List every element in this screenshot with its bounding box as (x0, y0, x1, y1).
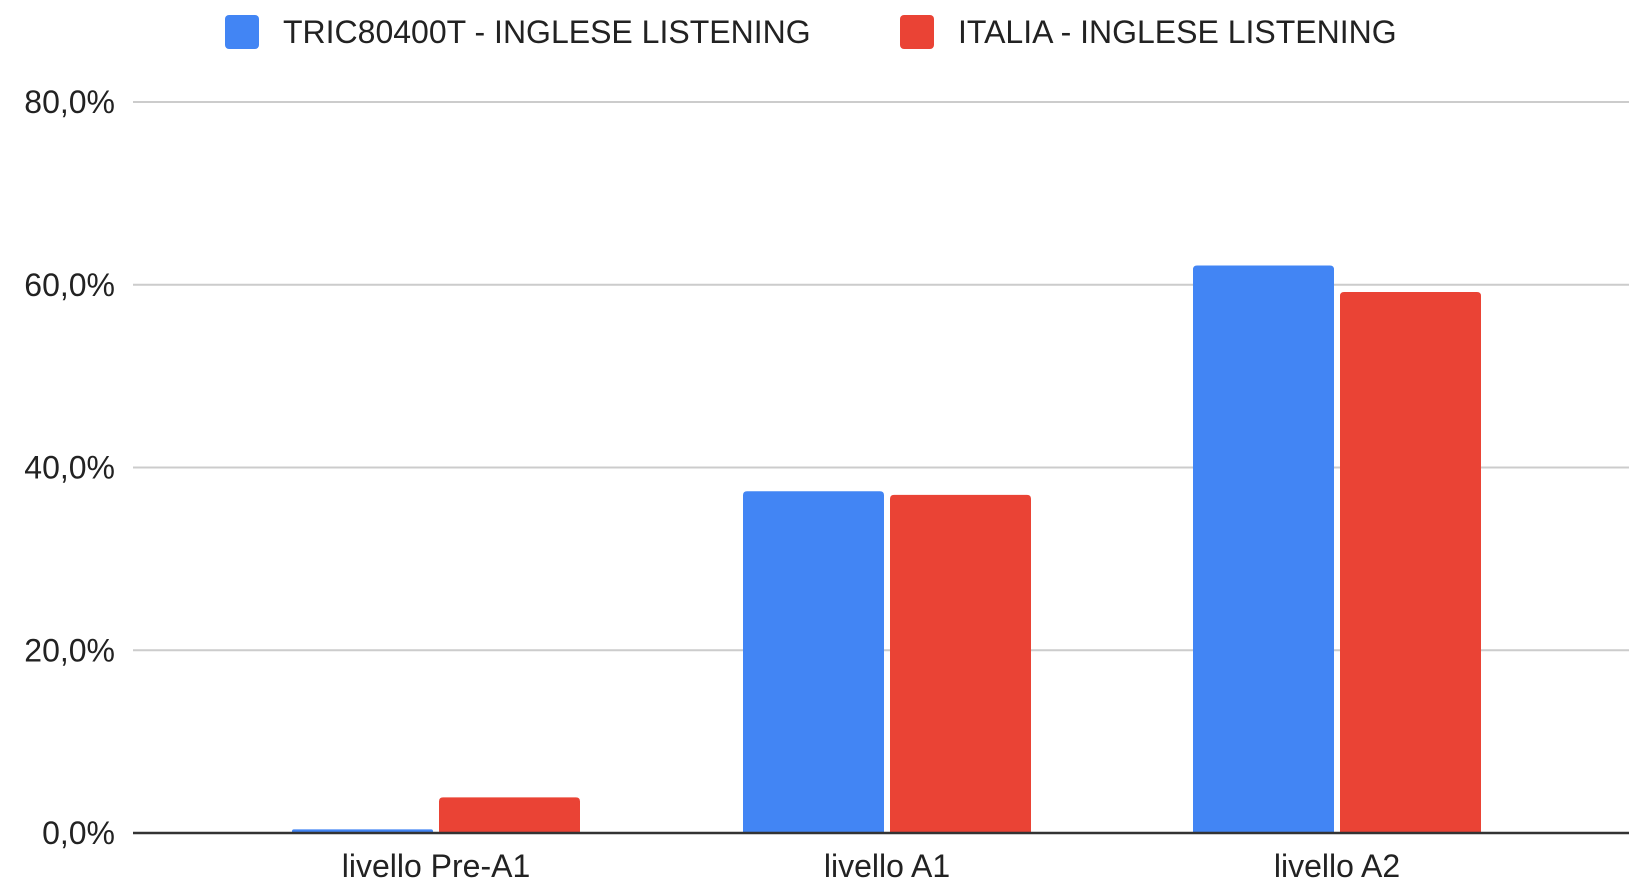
y-tick-label: 60,0% (24, 267, 115, 303)
bar-tric80400t-1 (743, 491, 884, 833)
legend: TRIC80400T - INGLESE LISTENING ITALIA - … (225, 14, 1397, 50)
legend-swatch-italia (900, 15, 934, 49)
bar-tric80400t-2 (1193, 265, 1334, 833)
bars (133, 265, 1629, 835)
legend-label-italia: ITALIA - INGLESE LISTENING (958, 14, 1397, 50)
y-tick-label: 20,0% (24, 632, 115, 668)
legend-label-tric80400t: TRIC80400T - INGLESE LISTENING (283, 14, 811, 50)
bar-italia-2 (1340, 292, 1481, 833)
bar-italia-0 (439, 797, 580, 833)
x-tick-label: livello Pre-A1 (342, 848, 531, 884)
y-tick-label: 80,0% (24, 84, 115, 120)
x-tick-label: livello A1 (824, 848, 950, 884)
y-axis-ticks: 0,0% 20,0% 40,0% 60,0% 80,0% (24, 84, 115, 851)
x-tick-label: livello A2 (1274, 848, 1400, 884)
y-tick-label: 40,0% (24, 450, 115, 486)
bar-italia-1 (890, 494, 1031, 833)
legend-swatch-tric80400t (225, 15, 259, 49)
x-axis-ticks: livello Pre-A1 livello A1 livello A2 (342, 848, 1400, 884)
y-tick-label: 0,0% (42, 815, 115, 851)
